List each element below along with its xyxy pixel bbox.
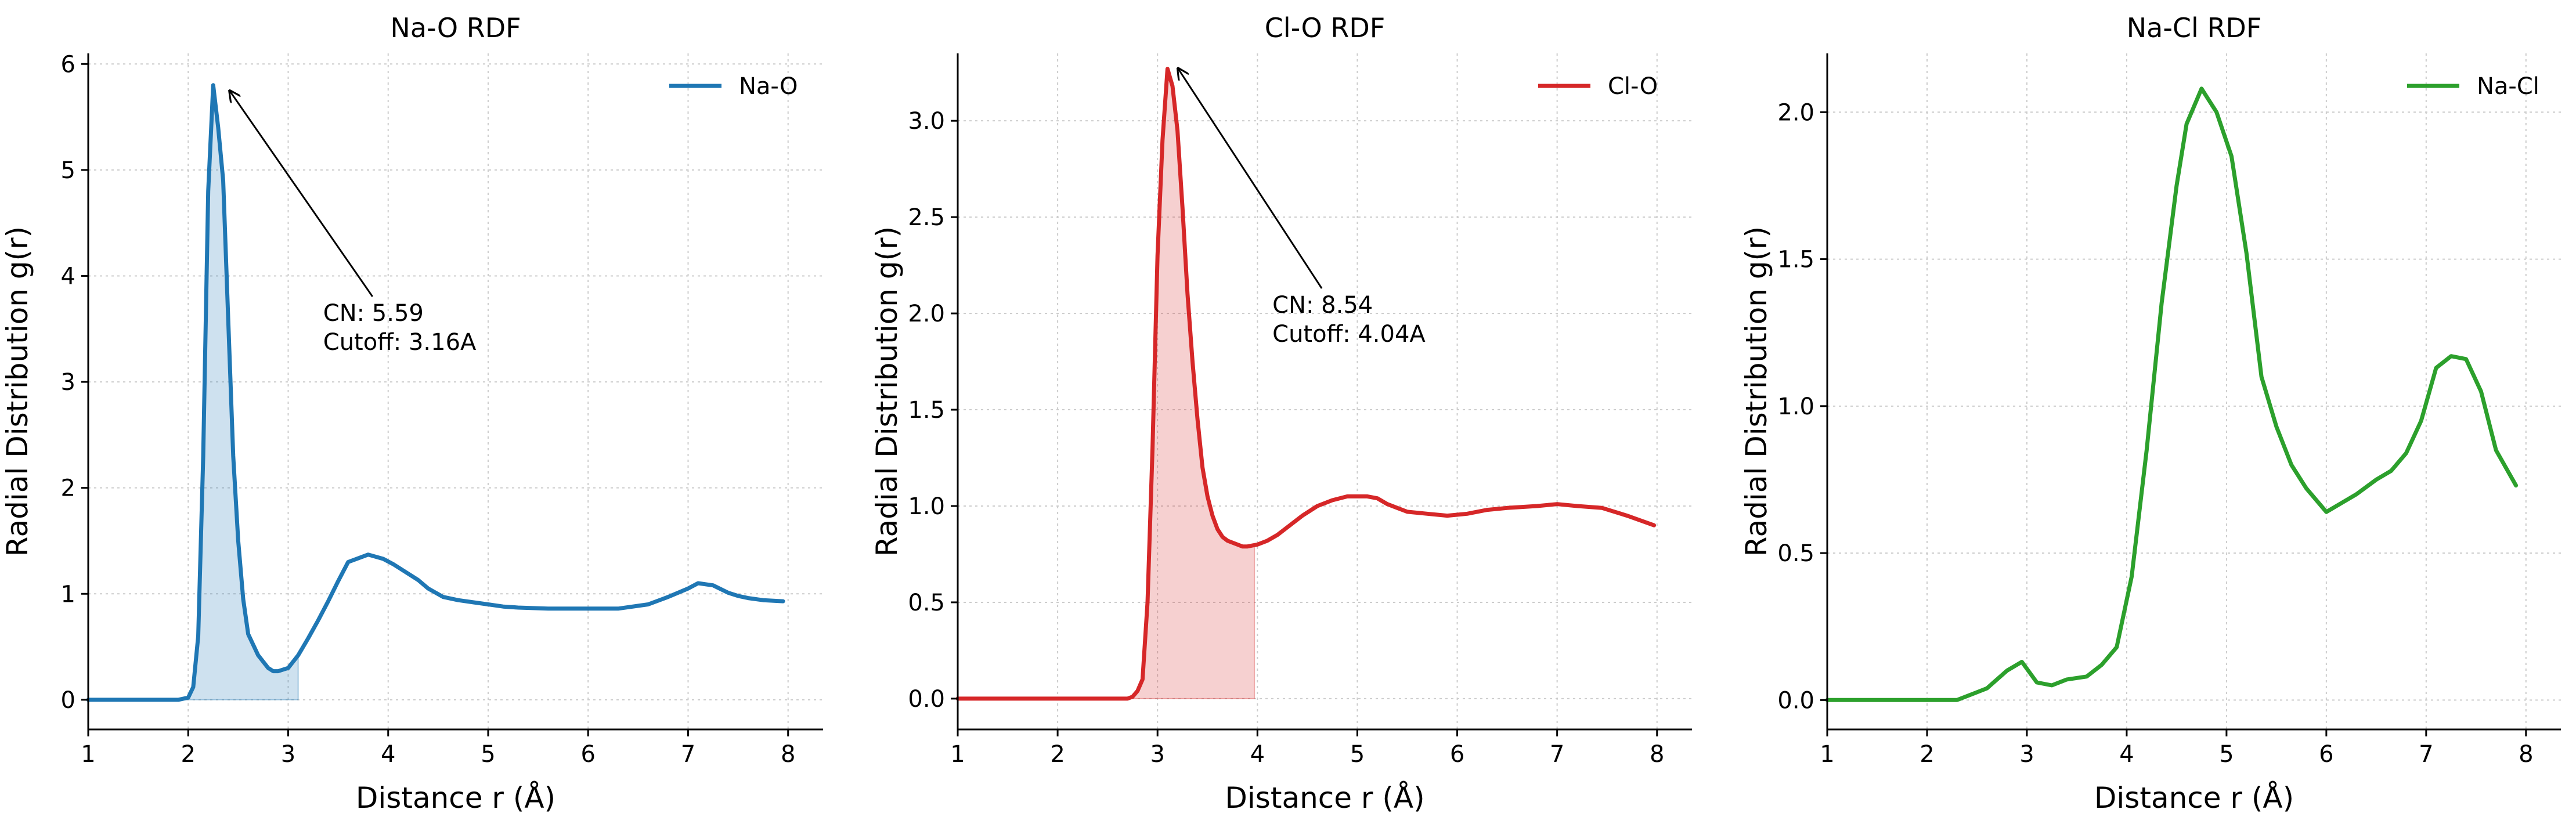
y-tick-label: 0.0	[1777, 687, 1814, 714]
x-tick-label: 1	[950, 741, 965, 768]
x-tick-label: 3	[281, 741, 295, 768]
series-line-Cl-O	[955, 67, 1657, 701]
x-tick-label: 3	[2019, 741, 2034, 768]
x-axis-label: Distance r (Å)	[1225, 781, 1424, 815]
legend-label: Na-O	[739, 73, 798, 100]
x-tick-label: 8	[781, 741, 795, 768]
y-axis-label: Radial Distribution g(r)	[870, 226, 904, 557]
y-tick-label: 1.5	[908, 397, 945, 424]
x-tick-label: 4	[1250, 741, 1265, 768]
x-tick-label: 7	[2419, 741, 2433, 768]
legend-label: Cl-O	[1608, 73, 1658, 100]
y-tick-label: 0.0	[908, 686, 945, 713]
x-tick-label: 2	[181, 741, 196, 768]
annotation-text: Cutoff: 4.04A	[1272, 321, 1426, 348]
annotation-arrow	[230, 91, 374, 297]
x-tick-label: 6	[2319, 741, 2333, 768]
x-tick-label: 6	[1450, 741, 1464, 768]
x-axis-label: Distance r (Å)	[356, 781, 555, 815]
x-tick-label: 4	[381, 741, 395, 768]
annotation-text: CN: 5.59	[323, 300, 424, 327]
cutoff-shaded-area	[88, 85, 299, 700]
y-tick-label: 2.5	[908, 204, 945, 231]
y-tick-label: 2.0	[1777, 99, 1814, 126]
x-tick-label: 1	[81, 741, 95, 768]
chart-panel-2: 1 2 3 4 5 6 7 8 0.0 0.5 1.0 1.5 2.0 2.5 3.0 Cl-O RDF Dis…	[870, 12, 1692, 815]
x-tick-label: 4	[2119, 741, 2134, 768]
y-tick-label: 2.0	[908, 301, 945, 327]
x-tick-label: 8	[1650, 741, 1664, 768]
y-tick-label: 1	[61, 581, 75, 608]
cutoff-shaded-area	[958, 68, 1255, 699]
annotation-arrow	[1178, 68, 1323, 289]
y-tick-label: 3	[61, 369, 75, 396]
y-tick-label: 1.0	[1777, 393, 1814, 420]
x-tick-label: 2	[1920, 741, 1934, 768]
y-axis-label: Radial Distribution g(r)	[1740, 226, 1773, 557]
x-tick-label: 5	[1350, 741, 1365, 768]
series-line-Na-Cl	[1825, 86, 2519, 702]
y-tick-label: 0.5	[1777, 540, 1814, 567]
series-line-Na-O	[86, 83, 785, 702]
legend-label: Na-Cl	[2477, 73, 2539, 100]
chart-title: Cl-O RDF	[1265, 12, 1385, 44]
annotation-text: CN: 8.54	[1272, 292, 1373, 319]
y-tick-label: 1.0	[908, 493, 945, 520]
chart-title: Na-O RDF	[390, 12, 521, 44]
x-tick-label: 5	[2219, 741, 2234, 768]
x-tick-label: 7	[681, 741, 695, 768]
x-tick-label: 2	[1050, 741, 1065, 768]
annotation-text: Cutoff: 3.16A	[323, 329, 477, 356]
chart-panel-3: 1 2 3 4 5 6 7 8 0.0 0.5 1.0 1.5 2.0 Na-Cl RDF Distance…	[1740, 12, 2561, 815]
x-tick-label: 5	[481, 741, 495, 768]
x-tick-label: 7	[1550, 741, 1564, 768]
y-tick-label: 0	[61, 687, 75, 714]
y-tick-label: 2	[61, 475, 75, 502]
y-axis-label: Radial Distribution g(r)	[1, 226, 34, 557]
y-tick-label: 6	[61, 51, 75, 78]
x-tick-label: 6	[580, 741, 595, 768]
y-tick-label: 4	[61, 263, 75, 290]
y-tick-label: 3.0	[908, 108, 945, 135]
y-tick-label: 0.5	[908, 590, 945, 616]
chart-title: Na-Cl RDF	[2127, 12, 2262, 44]
x-tick-label: 1	[1820, 741, 1834, 768]
y-tick-label: 1.5	[1777, 247, 1814, 273]
x-tick-label: 8	[2519, 741, 2533, 768]
x-tick-label: 3	[1150, 741, 1164, 768]
y-tick-label: 5	[61, 157, 75, 184]
x-axis-label: Distance r (Å)	[2094, 781, 2294, 815]
